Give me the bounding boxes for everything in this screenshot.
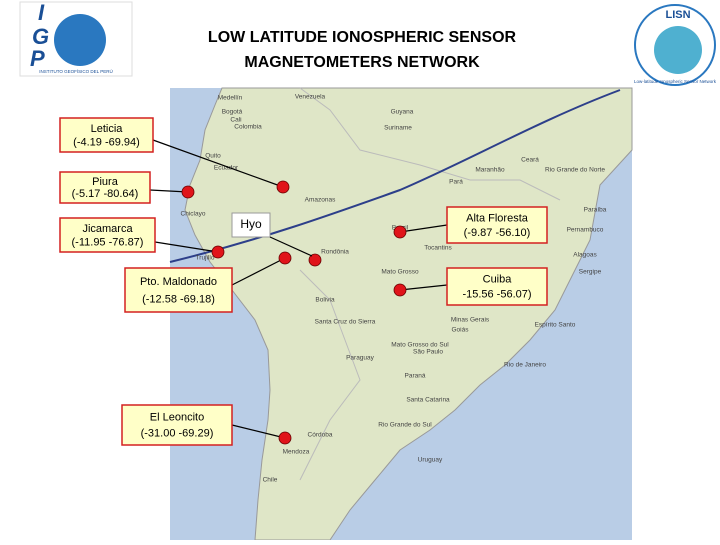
lisn-globe [654, 26, 702, 74]
map-label: Córdoba [308, 432, 333, 439]
station-box [124, 267, 233, 313]
station-name: Alta Floresta [466, 212, 529, 224]
map-label: Paraíba [584, 207, 607, 214]
map-label: Minas Gerais [451, 317, 490, 324]
station-name: Jicamarca [82, 223, 133, 235]
map-label: Mato Grosso [381, 269, 419, 276]
station-dot [276, 180, 290, 194]
map-label: Uruguay [418, 457, 443, 464]
map-label: Santa Catarina [406, 397, 450, 404]
station-coords: -15.56 -56.07) [462, 289, 531, 301]
map-label: Bolivia [315, 297, 335, 304]
map-label: Paraná [405, 373, 426, 380]
map-label: Venezuela [295, 94, 326, 101]
station-box [121, 404, 233, 446]
pointer-line [269, 236, 313, 257]
map-label: Mato Grosso do Sul [391, 342, 449, 349]
map-label: Bogotá [222, 109, 243, 116]
map-label: Trujillo [196, 255, 215, 262]
hyo-label: Hyo [240, 217, 262, 231]
station-coords: (-12.58 -69.18) [142, 294, 215, 306]
station-box [446, 267, 548, 306]
station-dot [278, 251, 292, 265]
logo-caption: INSTITUTO GEOFÍSICO DEL PERÚ [39, 68, 113, 74]
map-label: Pernambuco [567, 227, 604, 234]
station-box [59, 171, 151, 204]
map-label: Medellín [218, 95, 243, 102]
station-coords: (-31.00 -69.29) [141, 428, 214, 440]
map-label: Sergipe [579, 269, 602, 276]
map-label: Ecuador [214, 165, 239, 172]
map-label: Rio Grande do Sul [378, 422, 432, 429]
station-dot [308, 253, 322, 267]
logo-globe [54, 14, 106, 66]
pointer-line [154, 241, 219, 253]
station-name: El Leoncito [150, 412, 204, 424]
pointer-line [399, 224, 448, 233]
map-label: Tocantins [424, 245, 452, 252]
station-name: Leticia [91, 123, 124, 135]
map-label: São Paulo [413, 349, 443, 356]
station-box [59, 217, 156, 253]
station-name: Cuiba [483, 274, 513, 286]
map-label: Goiás [452, 327, 470, 334]
station-dot [211, 245, 225, 259]
magnetic-equator [169, 89, 621, 263]
lisn-name: LISN [665, 9, 690, 21]
map-label: Chile [263, 477, 278, 484]
station-dot [181, 185, 195, 199]
station-dot [393, 225, 407, 239]
title: MAGNETOMETERS NETWORK [244, 54, 480, 71]
logo-letter: G [32, 24, 49, 49]
map-label: Alagoas [573, 252, 597, 259]
border [299, 269, 361, 481]
map-label: Espírito Santo [535, 322, 576, 329]
pointer-line [231, 257, 286, 286]
border [299, 87, 561, 201]
map-label: Colombia [234, 124, 262, 131]
map-label: Rondônia [321, 249, 349, 256]
map-label: Maranhão [475, 167, 505, 174]
map-label: Paraguay [346, 355, 375, 362]
station-name: Piura [92, 176, 119, 188]
logo-letter: I [38, 0, 45, 25]
station-coords: (-9.87 -56.10) [464, 227, 531, 239]
map-label: Cali [230, 117, 241, 124]
map-label: Amazonas [305, 197, 336, 204]
map-label: Suriname [384, 125, 412, 132]
map-label: Mendoza [283, 449, 310, 456]
map-label: Chiclayo [181, 211, 206, 218]
station-name: Pto. Maldonado [140, 276, 217, 288]
title: LOW LATITUDE IONOSPHERIC SENSOR [208, 29, 517, 46]
pointer-line [399, 284, 448, 291]
hyo-box [231, 212, 271, 238]
pointer-line [231, 424, 286, 439]
station-box [59, 117, 154, 153]
logo-letter: P [30, 46, 45, 71]
lisn-caption: Low-latitude Ionospheric Sensor Network [634, 79, 717, 84]
map-label: Santa Cruz do Sierra [315, 319, 376, 326]
map-label: Rio Grande do Norte [545, 167, 605, 174]
map-label: Pará [449, 179, 463, 186]
station-dot [278, 431, 292, 445]
station-coords: (-11.95 -76.87) [72, 236, 144, 248]
station-dot [393, 283, 407, 297]
map-label: Ceará [521, 157, 539, 164]
station-box [446, 206, 548, 244]
map-label: Guyana [391, 109, 414, 116]
map-label: Quito [205, 153, 221, 160]
station-coords: (-4.19 -69.94) [73, 136, 140, 148]
station-coords: (-5.17 -80.64) [72, 188, 139, 200]
map-label: Rio de Janeiro [504, 362, 546, 369]
pointer-line [152, 139, 284, 188]
